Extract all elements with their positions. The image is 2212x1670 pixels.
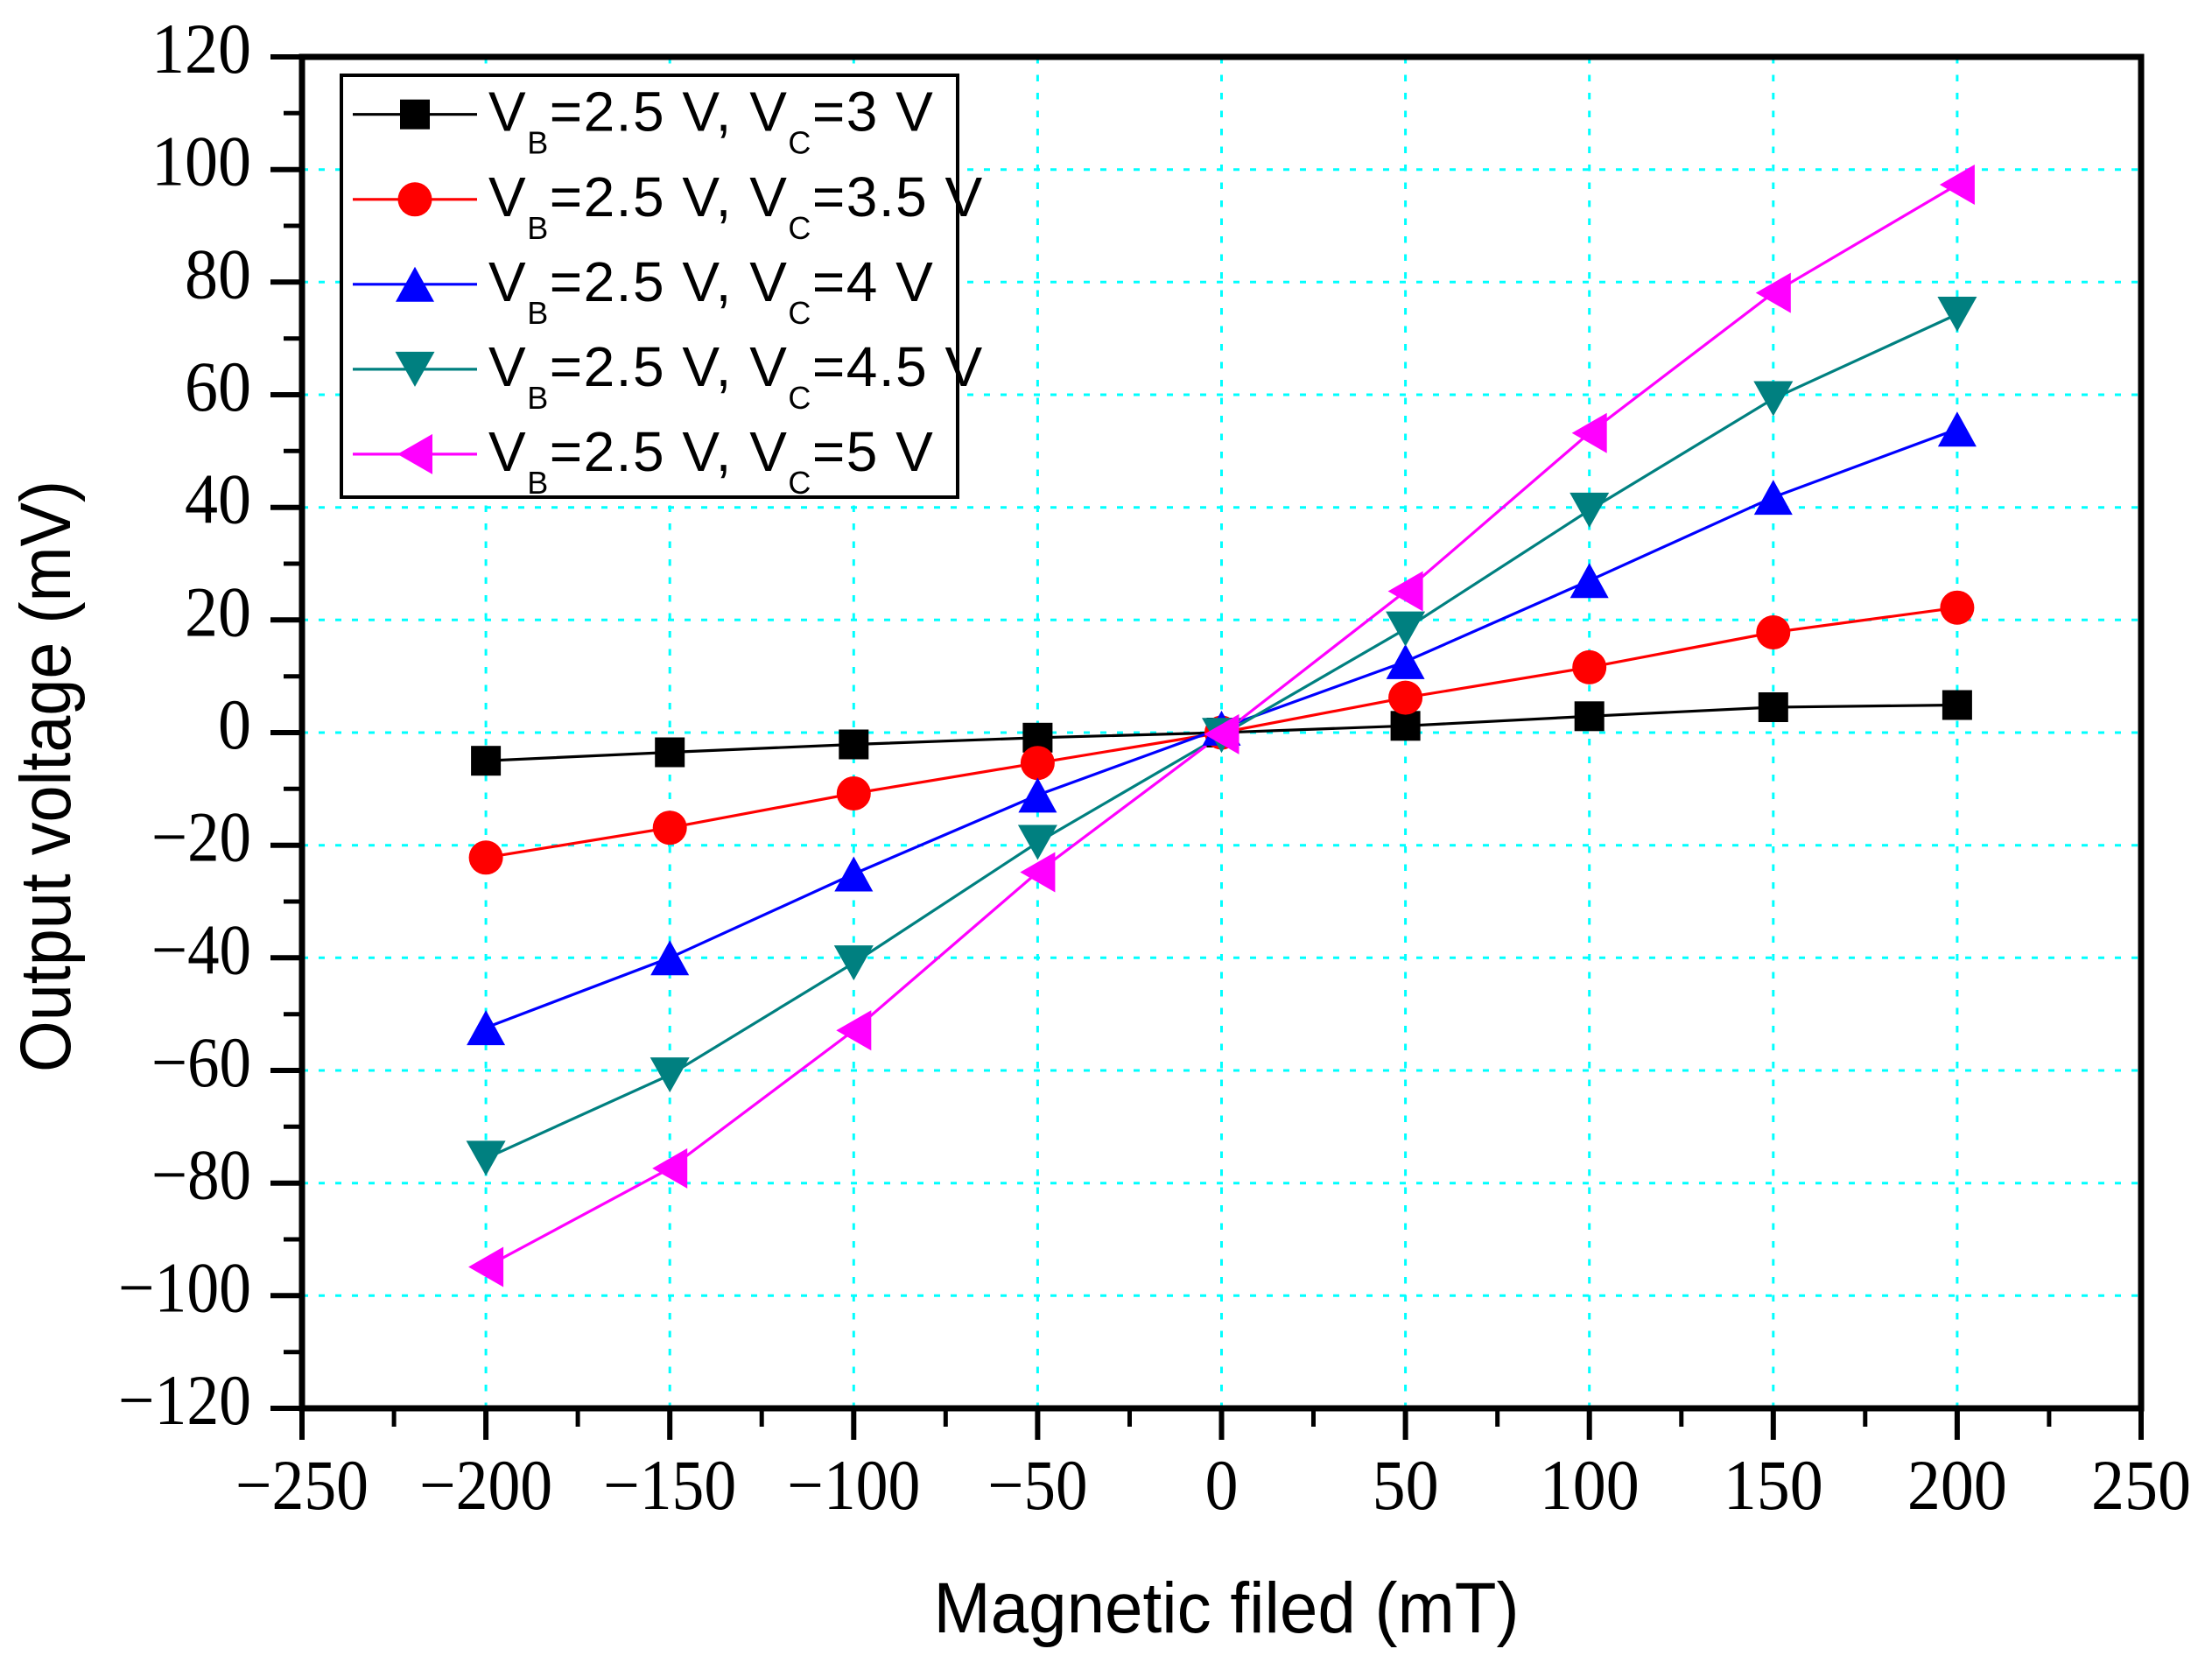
svg-text:0: 0: [218, 684, 251, 764]
svg-text:−100: −100: [787, 1445, 920, 1525]
svg-text:−200: −200: [419, 1445, 552, 1525]
svg-text:120: 120: [151, 9, 251, 88]
svg-text:200: 200: [1907, 1445, 2007, 1525]
svg-text:Output voltage (mV): Output voltage (mV): [6, 481, 86, 1072]
svg-text:−40: −40: [151, 909, 251, 989]
svg-text:VB=2.5 V, VC=4.5 V: VB=2.5 V, VC=4.5 V: [488, 335, 984, 416]
svg-text:100: 100: [151, 122, 251, 201]
svg-text:−100: −100: [118, 1247, 251, 1327]
svg-text:−250: −250: [235, 1445, 369, 1525]
svg-text:−50: −50: [987, 1445, 1087, 1525]
svg-text:20: 20: [185, 572, 251, 651]
svg-text:40: 40: [185, 460, 251, 539]
svg-text:−80: −80: [151, 1135, 251, 1215]
svg-text:−20: −20: [151, 797, 251, 877]
svg-text:−120: −120: [118, 1360, 251, 1440]
svg-text:0: 0: [1205, 1445, 1239, 1525]
svg-text:50: 50: [1373, 1445, 1439, 1525]
svg-text:−60: −60: [151, 1022, 251, 1102]
svg-text:250: 250: [2091, 1445, 2191, 1525]
svg-text:−150: −150: [603, 1445, 736, 1525]
svg-text:80: 80: [185, 234, 251, 313]
svg-text:Magnetic filed (mT): Magnetic filed (mT): [934, 1568, 1520, 1648]
svg-text:100: 100: [1540, 1445, 1640, 1525]
svg-text:60: 60: [185, 347, 251, 426]
svg-text:150: 150: [1724, 1445, 1823, 1525]
